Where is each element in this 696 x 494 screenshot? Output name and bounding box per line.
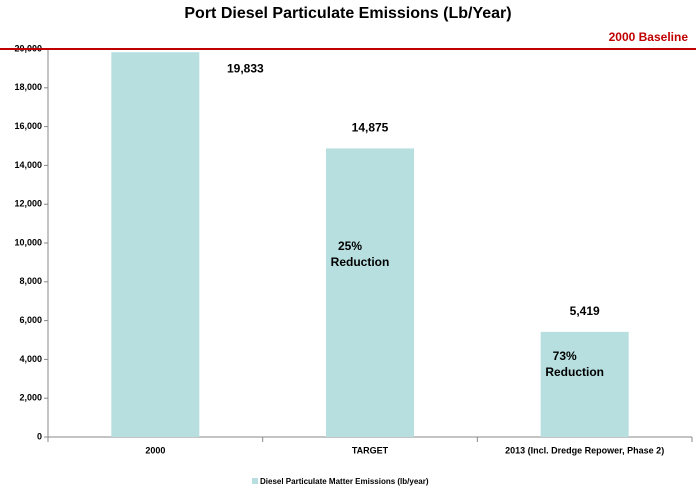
bar — [540, 331, 629, 437]
annotation: Reduction — [331, 255, 390, 269]
x-tick-label: TARGET — [352, 445, 389, 455]
bar — [111, 52, 200, 437]
legend-label: Diesel Particulate Matter Emissions (lb/… — [260, 477, 429, 486]
baseline-label: 2000 Baseline — [609, 30, 689, 44]
y-tick-label: 16,000 — [14, 121, 42, 131]
y-tick-label: 4,000 — [19, 354, 42, 364]
data-label: 14,875 — [352, 121, 389, 135]
y-tick-label: 18,000 — [14, 82, 42, 92]
x-tick-label: 2000 — [145, 445, 165, 455]
y-tick-label: 0 — [37, 431, 42, 441]
y-tick-label: 8,000 — [19, 276, 42, 286]
y-tick-label: 12,000 — [14, 199, 42, 209]
data-label: 5,419 — [570, 304, 600, 318]
chart-title: Port Diesel Particulate Emissions (Lb/Ye… — [184, 5, 511, 22]
y-tick-label: 2,000 — [19, 393, 42, 403]
y-tick-label: 6,000 — [19, 315, 42, 325]
bar — [326, 148, 414, 438]
y-tick-label: 14,000 — [14, 160, 42, 170]
legend-swatch — [252, 478, 258, 484]
annotation: 25% — [338, 239, 362, 253]
annotation: 73% — [553, 349, 577, 363]
y-tick-label: 10,000 — [14, 237, 42, 247]
data-label: 19,833 — [227, 61, 264, 75]
annotation: Reduction — [545, 365, 604, 379]
x-tick-label: 2013 (Incl. Dredge Repower, Phase 2) — [505, 445, 664, 455]
